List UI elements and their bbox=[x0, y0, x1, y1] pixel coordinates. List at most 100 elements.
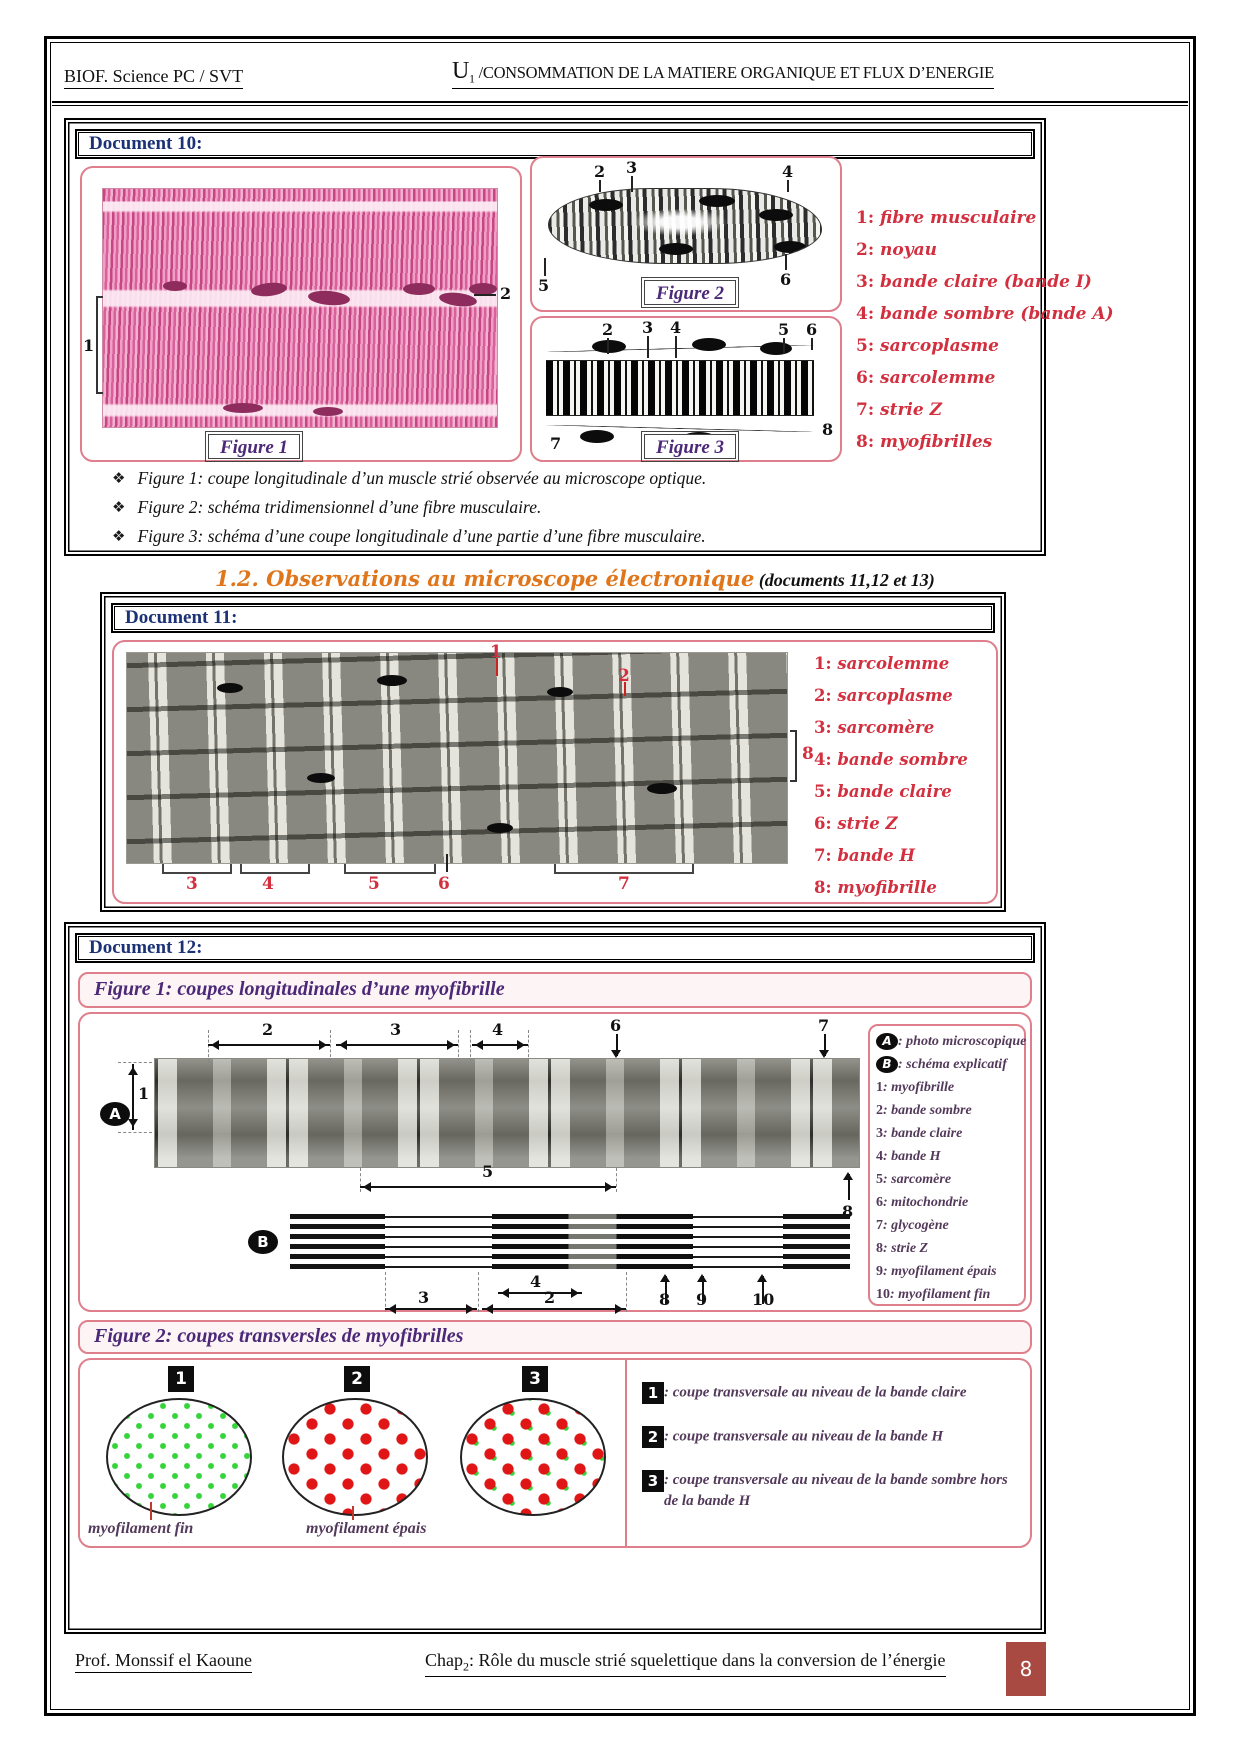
doc12-figure-1-titlebar: Figure 1: coupes longitudinales d’une my… bbox=[78, 972, 1032, 1008]
legend-label: sarcomère bbox=[837, 718, 935, 737]
legend-num: 4 bbox=[876, 1149, 883, 1164]
bullet-glyph: ❖ bbox=[112, 498, 126, 516]
legend-label: bande sombre (bande A) bbox=[880, 304, 1114, 324]
figB-mark-4: 4 bbox=[530, 1272, 542, 1291]
nucleus-blob bbox=[403, 283, 435, 295]
figure-2-box: 2 3 4 5 6 Figure 2 bbox=[530, 156, 842, 312]
header-unit-title: U1 /CONSOMMATION DE LA MATIERE ORGANIQUE… bbox=[452, 58, 994, 90]
nucleus-blob bbox=[699, 195, 735, 207]
legend-item: 3: coupe transversale au niveau de la ba… bbox=[642, 1470, 1024, 1512]
doc11-mark-4: 4 bbox=[262, 874, 274, 894]
nucleus-blob bbox=[692, 338, 726, 351]
thin-filament-label: myofilament fin bbox=[88, 1520, 194, 1537]
doc12-figure-2-title: Figure 2: coupes transversles de myofibr… bbox=[94, 1325, 464, 1347]
legend-item: 2: coupe transversale au niveau de la ba… bbox=[642, 1426, 1024, 1448]
pointer-arrow-up bbox=[697, 1274, 707, 1304]
legend-num: 1: bbox=[814, 654, 832, 673]
figure-3-mark-5: 5 bbox=[778, 320, 790, 339]
legend-label: sarcoplasme bbox=[837, 686, 953, 705]
panel-divider bbox=[625, 1360, 627, 1546]
nucleus-blob bbox=[580, 430, 614, 443]
document-11-header: Document 11: bbox=[111, 603, 995, 633]
nucleus-blob bbox=[592, 340, 626, 353]
figure-1-caption: Figure 1 bbox=[205, 431, 303, 462]
dashed-guide bbox=[528, 1030, 529, 1062]
figA-mark-2: 2 bbox=[262, 1020, 274, 1039]
legend-label: : schéma explicatif bbox=[898, 1057, 1007, 1072]
filament-row bbox=[290, 1214, 850, 1220]
section-badge-2: 2 bbox=[344, 1366, 370, 1392]
section-badge-3: 3 bbox=[522, 1366, 548, 1392]
thick-filament bbox=[782, 1234, 850, 1239]
doc12-figure-2-legend: 1: coupe transversale au niveau de la ba… bbox=[642, 1382, 1024, 1512]
chapter-number: 2 bbox=[463, 1659, 469, 1674]
legend-num: 3 bbox=[876, 1126, 883, 1141]
page-number-badge: 8 bbox=[1006, 1642, 1046, 1696]
legend-item: 2: noyau bbox=[856, 234, 1114, 266]
figure-3-mark-8: 8 bbox=[822, 420, 834, 439]
measure-arrow-B2 bbox=[482, 1304, 626, 1314]
dashed-guide bbox=[360, 1168, 361, 1192]
document-12-box: Document 12: Figure 1: coupes longitudin… bbox=[64, 922, 1046, 1634]
filament-row bbox=[290, 1254, 850, 1260]
doc11-mark-2: 2 bbox=[618, 666, 630, 686]
electron-micrograph bbox=[126, 652, 788, 864]
figure-2-caption: Figure 2 bbox=[641, 277, 739, 308]
legend-item: 9: myofilament épais bbox=[876, 1260, 1026, 1283]
thick-filament bbox=[782, 1214, 850, 1219]
legend-label: : strie Z bbox=[883, 1241, 929, 1256]
legend-num: 8 bbox=[876, 1241, 883, 1256]
legend-label: : bande sombre bbox=[883, 1103, 972, 1118]
doc11-mark-3: 3 bbox=[186, 874, 198, 894]
filament-row bbox=[290, 1224, 850, 1230]
legend-item: B: schéma explicatif bbox=[876, 1053, 1026, 1076]
dashed-guide bbox=[616, 1168, 617, 1192]
measure-arrow-2 bbox=[208, 1040, 330, 1050]
filament-row bbox=[290, 1264, 850, 1270]
figA-mark-4: 4 bbox=[492, 1020, 504, 1039]
thick-filament bbox=[290, 1264, 386, 1269]
bullet-item: ❖ Figure 3: schéma d’une coupe longitudin… bbox=[112, 522, 706, 551]
legend-item: 2: sarcoplasme bbox=[814, 680, 968, 712]
legend-num: 5: bbox=[856, 336, 875, 356]
figure-2-mark-4: 4 bbox=[782, 162, 794, 181]
legend-num: 2 bbox=[876, 1103, 883, 1118]
legend-label: bande claire (bande I) bbox=[880, 272, 1092, 292]
document-11-legend: 1: sarcolemme 2: sarcoplasme 3: sarcomèr… bbox=[814, 648, 968, 904]
legend-item: 7: strie Z bbox=[856, 394, 1114, 426]
footer-chapter: Chap2: Rôle du muscle strié squelettique… bbox=[425, 1650, 946, 1677]
nucleus-blob bbox=[759, 209, 793, 221]
measure-arrow-1 bbox=[128, 1064, 138, 1130]
figure-3-caption: Figure 3 bbox=[641, 431, 739, 462]
doc11-mark-6: 6 bbox=[438, 874, 450, 894]
legend-num: 3: bbox=[814, 718, 832, 737]
figure-2-mark-2: 2 bbox=[594, 162, 606, 181]
figB-mark-3: 3 bbox=[418, 1288, 430, 1307]
cross-section-mixed-filaments bbox=[460, 1398, 606, 1516]
thick-filament bbox=[782, 1264, 850, 1269]
figA-mark-8: 8 bbox=[842, 1202, 854, 1221]
legend-label: bande H bbox=[837, 846, 915, 865]
legend-label: : mitochondrie bbox=[883, 1195, 969, 1210]
nucleus-blob bbox=[250, 281, 288, 298]
thick-filament bbox=[491, 1264, 694, 1269]
dark-granule bbox=[547, 687, 573, 697]
doc11-mark-8: 8 bbox=[802, 744, 814, 764]
figure-3-mark-2: 2 bbox=[602, 320, 614, 339]
nucleus-blob bbox=[223, 403, 263, 413]
legend-num: 7 bbox=[876, 1218, 883, 1233]
legend-label: : glycogène bbox=[883, 1218, 949, 1233]
figB-mark-2: 2 bbox=[544, 1288, 556, 1307]
legend-item: 5: sarcoplasme bbox=[856, 330, 1114, 362]
document-10-legend: 1: fibre musculaire 2: noyau 3: bande cl… bbox=[856, 202, 1114, 458]
legend-item: 6: mitochondrie bbox=[876, 1191, 1026, 1214]
badge-A: A bbox=[876, 1033, 898, 1050]
legend-item: 7: glycogène bbox=[876, 1214, 1026, 1237]
nucleus-blob bbox=[313, 407, 343, 416]
page-frame-inner bbox=[50, 42, 1190, 1710]
legend-item: 3: sarcomère bbox=[814, 712, 968, 744]
thick-filament bbox=[491, 1254, 694, 1259]
fiber-bracket bbox=[96, 296, 103, 394]
header-rule bbox=[52, 101, 1188, 106]
